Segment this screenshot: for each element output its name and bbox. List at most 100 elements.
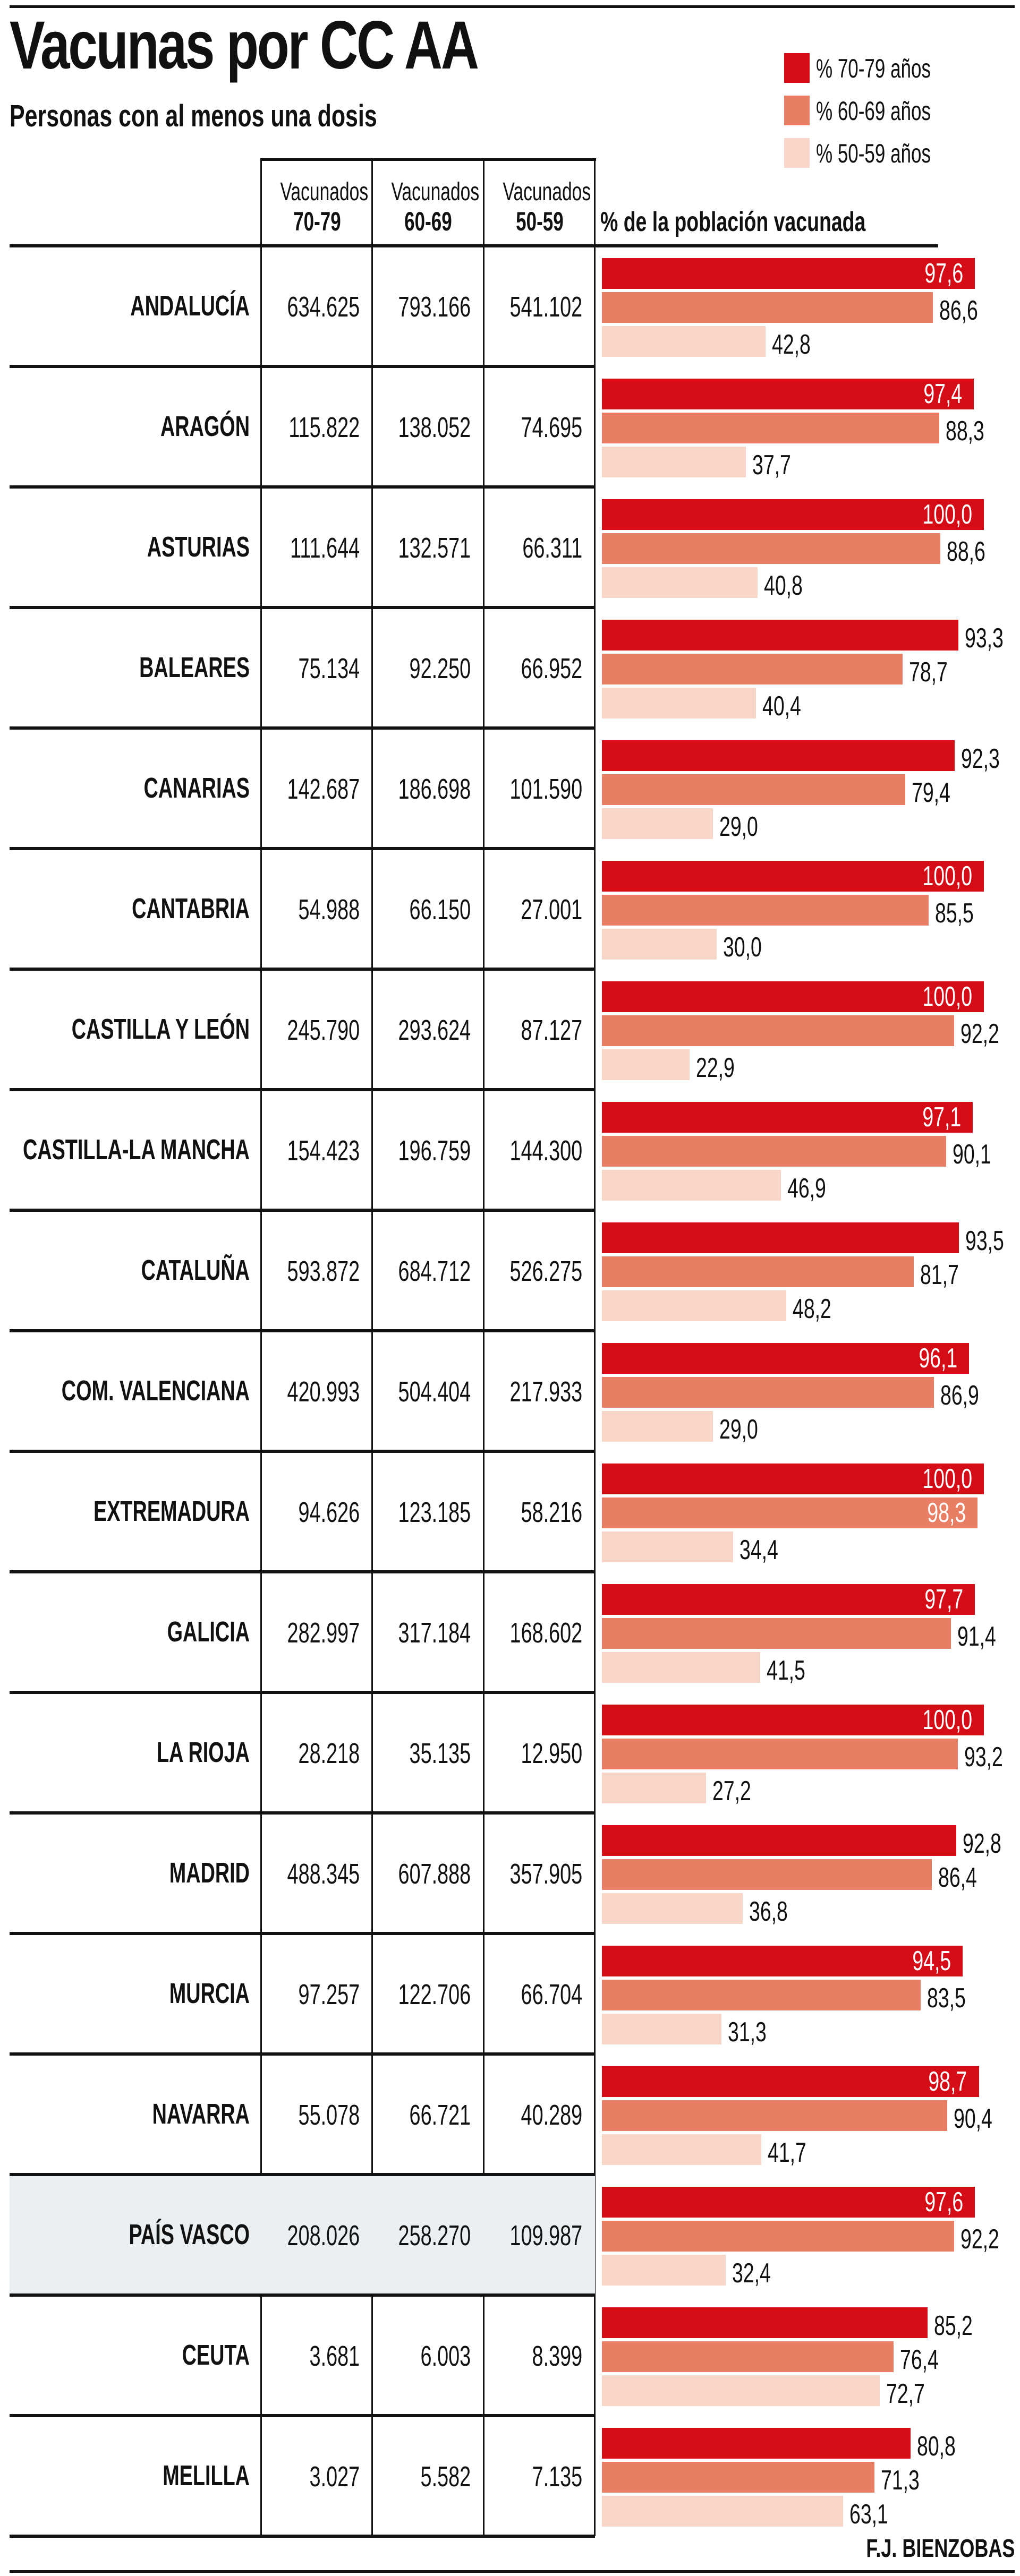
bar-60-69: [602, 1859, 932, 1890]
bar-70-79: [602, 620, 958, 651]
vaccinated-count: 217.933: [509, 1376, 582, 1408]
bar-50-59: [602, 2496, 843, 2527]
table-row: CATALUÑA 593.872 684.712 526.275 93,5 81,7 48,…: [0, 1210, 1020, 1331]
table-row: CEUTA 3.681 6.003 8.399 85,2 76,4 72,7: [0, 2295, 1020, 2416]
bar-value-label: 100,0: [922, 1464, 972, 1494]
vaccinated-count: 144.300: [509, 1135, 582, 1167]
table-row: PAÍS VASCO 208.026 258.270 109.987 97,6 92,2 3…: [0, 2175, 1020, 2295]
table-row: ANDALUCÍA 634.625 793.166 541.102 97,6 86,6 42…: [0, 246, 1020, 366]
vaccinated-count: 208.026: [287, 2220, 360, 2252]
bar-60-69: [602, 774, 905, 805]
bar-60-69: [602, 1136, 946, 1167]
bar-50-59: [602, 1049, 690, 1080]
bar-50-59: [602, 2014, 722, 2044]
bar-value-label: 88,3: [945, 416, 984, 447]
vaccinated-count: 6.003: [420, 2340, 471, 2372]
bar-50-59: [602, 1652, 761, 1683]
row-divider: [10, 2052, 595, 2056]
vaccinated-count: 74.695: [521, 412, 582, 443]
bar-50-59: [602, 1411, 713, 1442]
vaccinated-count: 28.218: [298, 1738, 360, 1769]
author-credit: F.J. BIENZOBAS: [865, 2535, 1015, 2563]
vaccinated-count: 58.216: [521, 1496, 582, 1528]
vaccinated-count: 317.184: [398, 1617, 471, 1649]
legend-swatch: [784, 138, 810, 168]
bar-value-label: 22,9: [695, 1052, 735, 1083]
vaccinated-count: 142.687: [287, 773, 360, 805]
table-row: MADRID 488.345 607.888 357.905 92,8 86,4 36,8: [0, 1813, 1020, 1933]
vaccinated-count: 245.790: [287, 1014, 360, 1046]
bar-value-label: 76,4: [900, 2344, 939, 2375]
bar-value-label: 85,5: [934, 898, 974, 929]
bar-60-69: [602, 1256, 914, 1287]
vaccinated-count: 7.135: [532, 2461, 582, 2493]
region-name: BALEARES: [139, 652, 250, 683]
bar-value-label: 98,7: [928, 2066, 967, 2097]
vaccinated-count: 593.872: [287, 1255, 360, 1287]
vaccinated-count: 357.905: [509, 1858, 582, 1890]
vaccinated-count: 54.988: [298, 894, 360, 926]
legend-label: % 70-79 años: [816, 54, 931, 83]
bar-value-label: 29,0: [719, 1414, 758, 1445]
bar-value-label: 92,8: [963, 1828, 1002, 1859]
bar-value-label: 83,5: [927, 1983, 966, 2014]
chart-title: Vacunas por CC AA: [10, 7, 479, 83]
table-row: MELILLA 3.027 5.582 7.135 80,8 71,3 63,1: [0, 2416, 1020, 2536]
bar-value-label: 80,8: [916, 2431, 956, 2462]
vaccinated-count: 282.997: [287, 1617, 360, 1649]
bar-value-label: 98,3: [926, 1497, 966, 1528]
bar-70-79: [602, 1946, 963, 1976]
bar-value-label: 63,1: [849, 2499, 888, 2530]
vaccinated-count: 12.950: [521, 1738, 582, 1769]
region-name: COM. VALENCIANA: [61, 1375, 250, 1407]
bar-50-59: [602, 1773, 706, 1803]
vaccinated-count: 66.311: [522, 532, 582, 564]
bar-50-59: [602, 2255, 726, 2286]
bar-value-label: 29,0: [719, 811, 758, 842]
vaccinated-count: 634.625: [287, 291, 360, 323]
region-name: GALICIA: [167, 1616, 250, 1648]
table-row: LA RIOJA 28.218 35.135 12.950 100,0 93,2 27,2: [0, 1692, 1020, 1813]
vaccinated-count: 196.759: [398, 1135, 471, 1167]
vaccinated-count: 40.289: [521, 2099, 582, 2131]
bar-value-label: 37,7: [752, 450, 791, 481]
region-name: ARAGÓN: [160, 410, 250, 442]
row-divider: [10, 1088, 595, 1091]
bar-value-label: 100,0: [922, 1705, 972, 1735]
bar-60-69: [602, 413, 939, 443]
row-divider: [10, 1570, 595, 1573]
bar-50-59: [602, 1893, 743, 1924]
bar-50-59: [602, 2375, 880, 2406]
bar-70-79: [602, 740, 955, 771]
bar-70-79: [602, 1102, 973, 1133]
region-name: CASTILLA-LA MANCHA: [23, 1134, 250, 1166]
vaccinated-count: 3.681: [309, 2340, 360, 2372]
vaccinated-count: 3.027: [309, 2461, 360, 2493]
bar-70-79: [602, 1705, 984, 1735]
vaccinated-count: 8.399: [532, 2340, 582, 2372]
region-name: CATALUÑA: [141, 1254, 250, 1286]
bar-70-79: [602, 2187, 975, 2218]
vaccinated-count: 92.250: [409, 653, 471, 684]
vaccinated-count: 115.822: [288, 412, 360, 443]
bar-60-69: [602, 2462, 874, 2493]
vaccinated-count: 154.423: [287, 1135, 360, 1167]
vaccinated-count: 132.571: [398, 532, 471, 564]
bar-70-79: [602, 258, 975, 289]
row-divider: [10, 606, 595, 609]
vaccinated-count: 97.257: [298, 1979, 360, 2010]
bar-60-69: [602, 1015, 954, 1046]
bar-60-69: [602, 895, 929, 926]
bar-value-label: 97,1: [922, 1102, 962, 1133]
region-name: NAVARRA: [152, 2098, 250, 2130]
region-name: CANTABRIA: [132, 893, 250, 925]
bar-value-label: 86,9: [940, 1380, 979, 1411]
table-row: CASTILLA-LA MANCHA 154.423 196.759 144.300 9…: [0, 1090, 1020, 1210]
legend-swatch: [784, 96, 810, 125]
bar-value-label: 71,3: [880, 2465, 920, 2496]
bar-60-69: [602, 1739, 958, 1769]
vaccinated-count: 186.698: [398, 773, 471, 805]
region-name: CANARIAS: [143, 772, 250, 804]
bar-60-69: [602, 2100, 947, 2131]
bar-70-79: [602, 1222, 959, 1253]
